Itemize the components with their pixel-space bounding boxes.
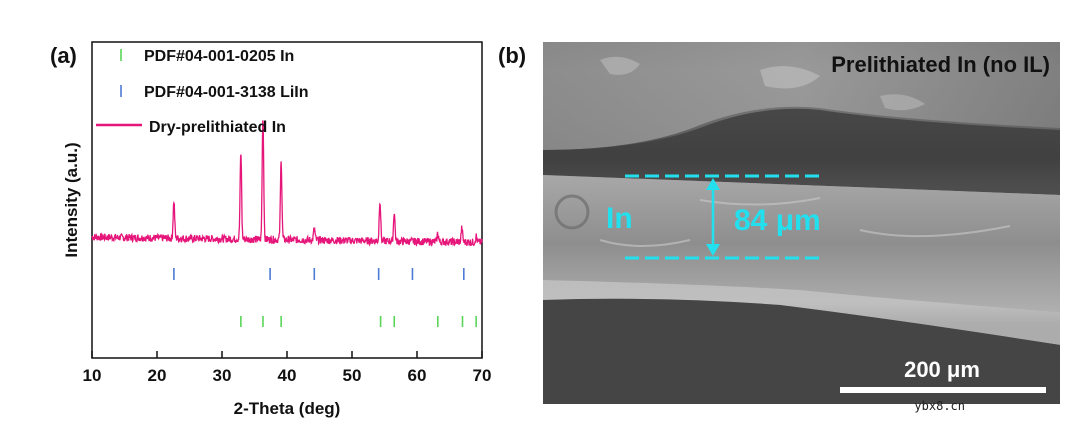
- panel-label-a: (a): [50, 43, 77, 68]
- thickness-label: 84 μm: [734, 204, 821, 237]
- x-axis-title: 2-Theta (deg): [234, 399, 341, 418]
- chart-legend: PDF#04-001-0205 In PDF#04-001-3138 LiIn …: [96, 48, 309, 136]
- reference-sticks: [173, 268, 477, 327]
- layer-label: In: [606, 202, 633, 235]
- x-tick-label: 30: [213, 366, 232, 385]
- series-line: [91, 120, 483, 247]
- x-tick-label: 20: [148, 366, 167, 385]
- sem-image-panel: (b) Prelithiated In (no IL) In 84: [498, 42, 1060, 404]
- x-tick-label: 40: [278, 366, 297, 385]
- sem-title: Prelithiated In (no IL): [831, 52, 1050, 77]
- x-axis-ticks: [91, 351, 483, 358]
- legend-label-series: Dry-prelithiated In: [149, 119, 286, 136]
- thickness-arrow-head-down: [706, 244, 720, 256]
- sem-micrograph: [543, 42, 1060, 404]
- x-tick-label: 60: [408, 366, 427, 385]
- x-tick-label: 70: [473, 366, 492, 385]
- scale-bar-label: 200 μm: [904, 357, 980, 382]
- y-axis-title: Intensity (a.u.): [62, 142, 81, 257]
- scale-bar: [840, 387, 1046, 393]
- x-axis-tick-labels: 10 20 30 40 50 60 70: [83, 366, 492, 385]
- xrd-chart-panel: (a) 10 20 30 40 50 60 70 2-Theta (deg) Intensi…: [50, 41, 492, 418]
- legend-label-ref-liin: PDF#04-001-3138 LiIn: [144, 84, 309, 101]
- x-tick-label: 10: [83, 366, 102, 385]
- watermark: ybx8.cn: [914, 399, 965, 413]
- thickness-arrow-head-up: [706, 178, 720, 190]
- x-tick-label: 50: [343, 366, 362, 385]
- series-layer: [91, 120, 483, 247]
- legend-label-ref-in: PDF#04-001-0205 In: [144, 48, 294, 65]
- panel-label-b: (b): [498, 43, 526, 68]
